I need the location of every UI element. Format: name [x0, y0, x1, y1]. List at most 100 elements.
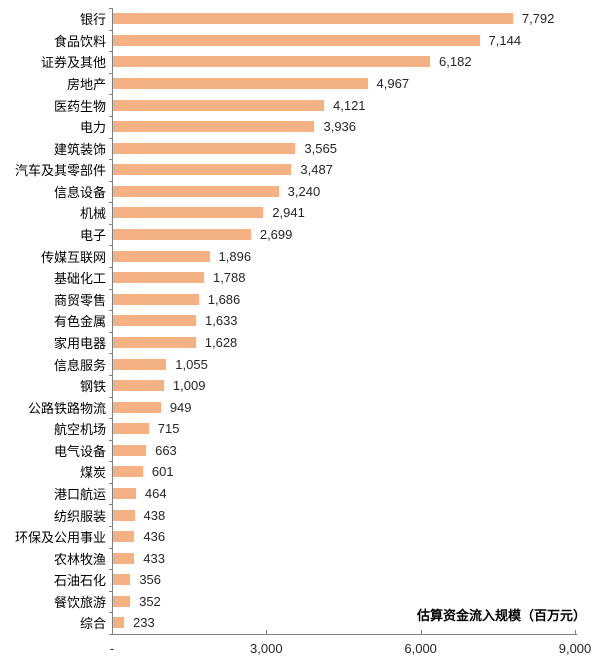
bar-track: 352 — [112, 591, 575, 613]
bar-row: 港口航运 464 — [0, 483, 600, 505]
y-tick — [109, 634, 113, 635]
x-axis-title: 估算资金流入规模（百万元） — [416, 609, 586, 624]
bar-row: 医药生物 4,121 — [0, 94, 600, 116]
y-tick — [109, 504, 113, 506]
bar — [112, 250, 210, 262]
category-label: 商贸零售 — [53, 293, 106, 309]
bar-track: 3,565 — [112, 137, 575, 159]
y-tick — [109, 245, 113, 247]
y-tick — [109, 94, 113, 96]
bar — [112, 401, 161, 413]
y-tick — [109, 223, 113, 225]
category-label: 石油石化 — [53, 574, 106, 590]
category-label: 公路铁路物流 — [27, 401, 106, 417]
bar-track: 7,792 — [112, 8, 575, 30]
x-tick — [420, 630, 422, 635]
value-label: 1,055 — [175, 356, 208, 372]
bar-row: 基础化工 1,788 — [0, 267, 600, 289]
category-label: 电气设备 — [53, 444, 106, 460]
value-label: 1,009 — [172, 378, 206, 394]
value-label: 601 — [151, 464, 174, 480]
y-tick — [109, 202, 113, 204]
category-label: 证券及其他 — [40, 56, 106, 72]
bar-track: 2,699 — [112, 224, 575, 246]
bar-track: 2,941 — [112, 202, 575, 224]
bar-row: 电力 3,936 — [0, 116, 600, 138]
y-tick — [109, 353, 113, 355]
category-label: 汽车及其零部件 — [14, 164, 106, 180]
bar-track: 1,633 — [112, 310, 575, 332]
bar — [112, 595, 131, 607]
value-label: 4,967 — [376, 76, 410, 92]
bar-track: 464 — [112, 483, 575, 505]
bar — [112, 358, 167, 370]
category-label: 家用电器 — [53, 336, 106, 352]
value-label: 7,792 — [521, 11, 555, 27]
bar-row: 煤炭 601 — [0, 461, 600, 483]
y-tick — [109, 310, 113, 312]
y-tick — [109, 51, 113, 53]
value-label: 663 — [155, 442, 177, 458]
category-label: 房地产 — [66, 78, 106, 94]
bar — [112, 574, 131, 586]
y-tick — [109, 482, 113, 484]
value-label: 464 — [144, 486, 167, 501]
value-label: 3,487 — [300, 162, 333, 178]
category-label: 银行 — [79, 13, 106, 29]
bar-track: 4,121 — [112, 94, 575, 116]
value-label: 233 — [132, 615, 155, 631]
x-tick-label: 9,000 — [558, 641, 592, 656]
bar-row: 电子 2,699 — [0, 224, 600, 246]
category-label: 电力 — [79, 121, 106, 137]
bar — [112, 185, 279, 197]
bar-row: 汽车及其零部件 3,487 — [0, 159, 600, 181]
value-label: 1,628 — [204, 334, 238, 350]
bar — [112, 34, 480, 46]
category-label: 有色金属 — [53, 315, 106, 331]
bar-track: 3,487 — [112, 159, 575, 181]
y-tick — [109, 137, 113, 139]
bar-row: 房地产 4,967 — [0, 73, 600, 95]
category-label: 建筑装饰 — [53, 142, 106, 158]
bar — [112, 617, 124, 629]
value-label: 352 — [139, 593, 161, 609]
y-tick — [109, 612, 113, 614]
bar-row: 有色金属 1,633 — [0, 310, 600, 332]
bar-track: 663 — [112, 440, 575, 462]
category-label: 机械 — [79, 207, 106, 223]
value-label: 438 — [143, 507, 166, 523]
y-tick — [109, 439, 113, 441]
bar-row: 航空机场 715 — [0, 418, 600, 440]
y-tick — [109, 547, 113, 549]
category-label: 餐饮旅游 — [53, 595, 106, 611]
bar — [112, 229, 251, 241]
bar — [112, 13, 513, 25]
y-tick — [109, 331, 113, 333]
x-tick-label: 3,000 — [250, 641, 283, 656]
bar — [112, 142, 296, 154]
bar — [112, 444, 147, 456]
bar — [112, 99, 324, 111]
bar — [112, 315, 196, 327]
bar-row: 公路铁路物流 949 — [0, 396, 600, 418]
y-tick — [109, 569, 113, 571]
bar-row: 信息设备 3,240 — [0, 181, 600, 203]
bar-row: 商贸零售 1,686 — [0, 289, 600, 311]
category-label: 港口航运 — [53, 488, 106, 503]
bar-track: 601 — [112, 461, 575, 483]
bar-row: 食品饮料 7,144 — [0, 30, 600, 52]
bar — [112, 466, 143, 478]
y-tick — [109, 29, 113, 31]
y-tick — [109, 396, 113, 398]
x-tick — [266, 630, 268, 635]
bar — [112, 509, 135, 521]
bar — [112, 380, 164, 392]
bar-track: 1,055 — [112, 353, 575, 375]
bar-row: 建筑装饰 3,565 — [0, 137, 600, 159]
bar-row: 家用电器 1,628 — [0, 332, 600, 354]
bar-row: 电气设备 663 — [0, 440, 600, 462]
y-tick — [109, 288, 113, 290]
bar-track: 356 — [112, 569, 575, 591]
y-tick — [109, 590, 113, 592]
